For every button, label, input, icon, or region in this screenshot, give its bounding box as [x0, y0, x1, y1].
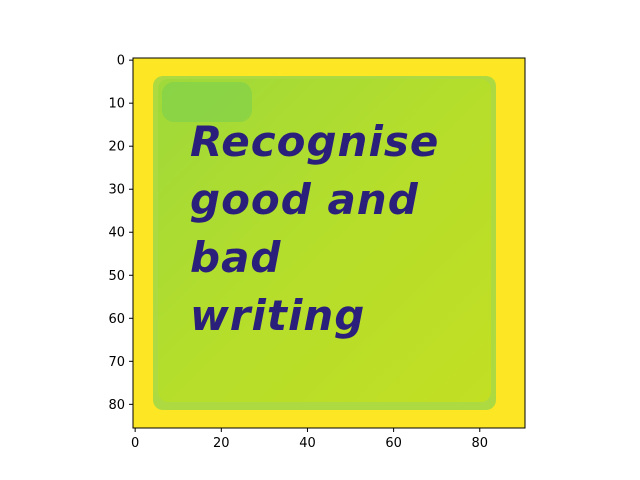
x-tick-label: 0 [131, 436, 139, 451]
y-tick-label: 70 [108, 355, 125, 370]
x-tick-label: 20 [213, 436, 230, 451]
sticky-note [158, 79, 491, 402]
sticky-note-top-glow [162, 82, 252, 122]
y-tick-label: 50 [108, 269, 125, 284]
note-line-3: bad [190, 233, 281, 282]
x-tick-label: 60 [385, 436, 402, 451]
x-axis: 0 20 40 60 80 [131, 428, 488, 451]
axes-frame [132, 57, 526, 429]
y-tick-label: 0 [117, 54, 125, 69]
y-tick-label: 10 [108, 97, 125, 112]
x-tick-label: 40 [299, 436, 316, 451]
note-line-4: writing [190, 291, 365, 340]
note-line-1: Recognise [190, 117, 439, 166]
y-tick-label: 60 [108, 312, 125, 327]
heatmap-image: Recognise good and bad writing [133, 58, 525, 428]
y-tick-label: 40 [108, 226, 125, 241]
x-tick-label: 80 [471, 436, 488, 451]
note-line-2: good and [190, 175, 419, 224]
y-axis: 0 10 20 30 40 50 60 70 80 [108, 54, 133, 413]
y-tick-label: 80 [108, 398, 125, 413]
y-tick-label: 30 [108, 183, 125, 198]
y-tick-label: 20 [108, 140, 125, 155]
